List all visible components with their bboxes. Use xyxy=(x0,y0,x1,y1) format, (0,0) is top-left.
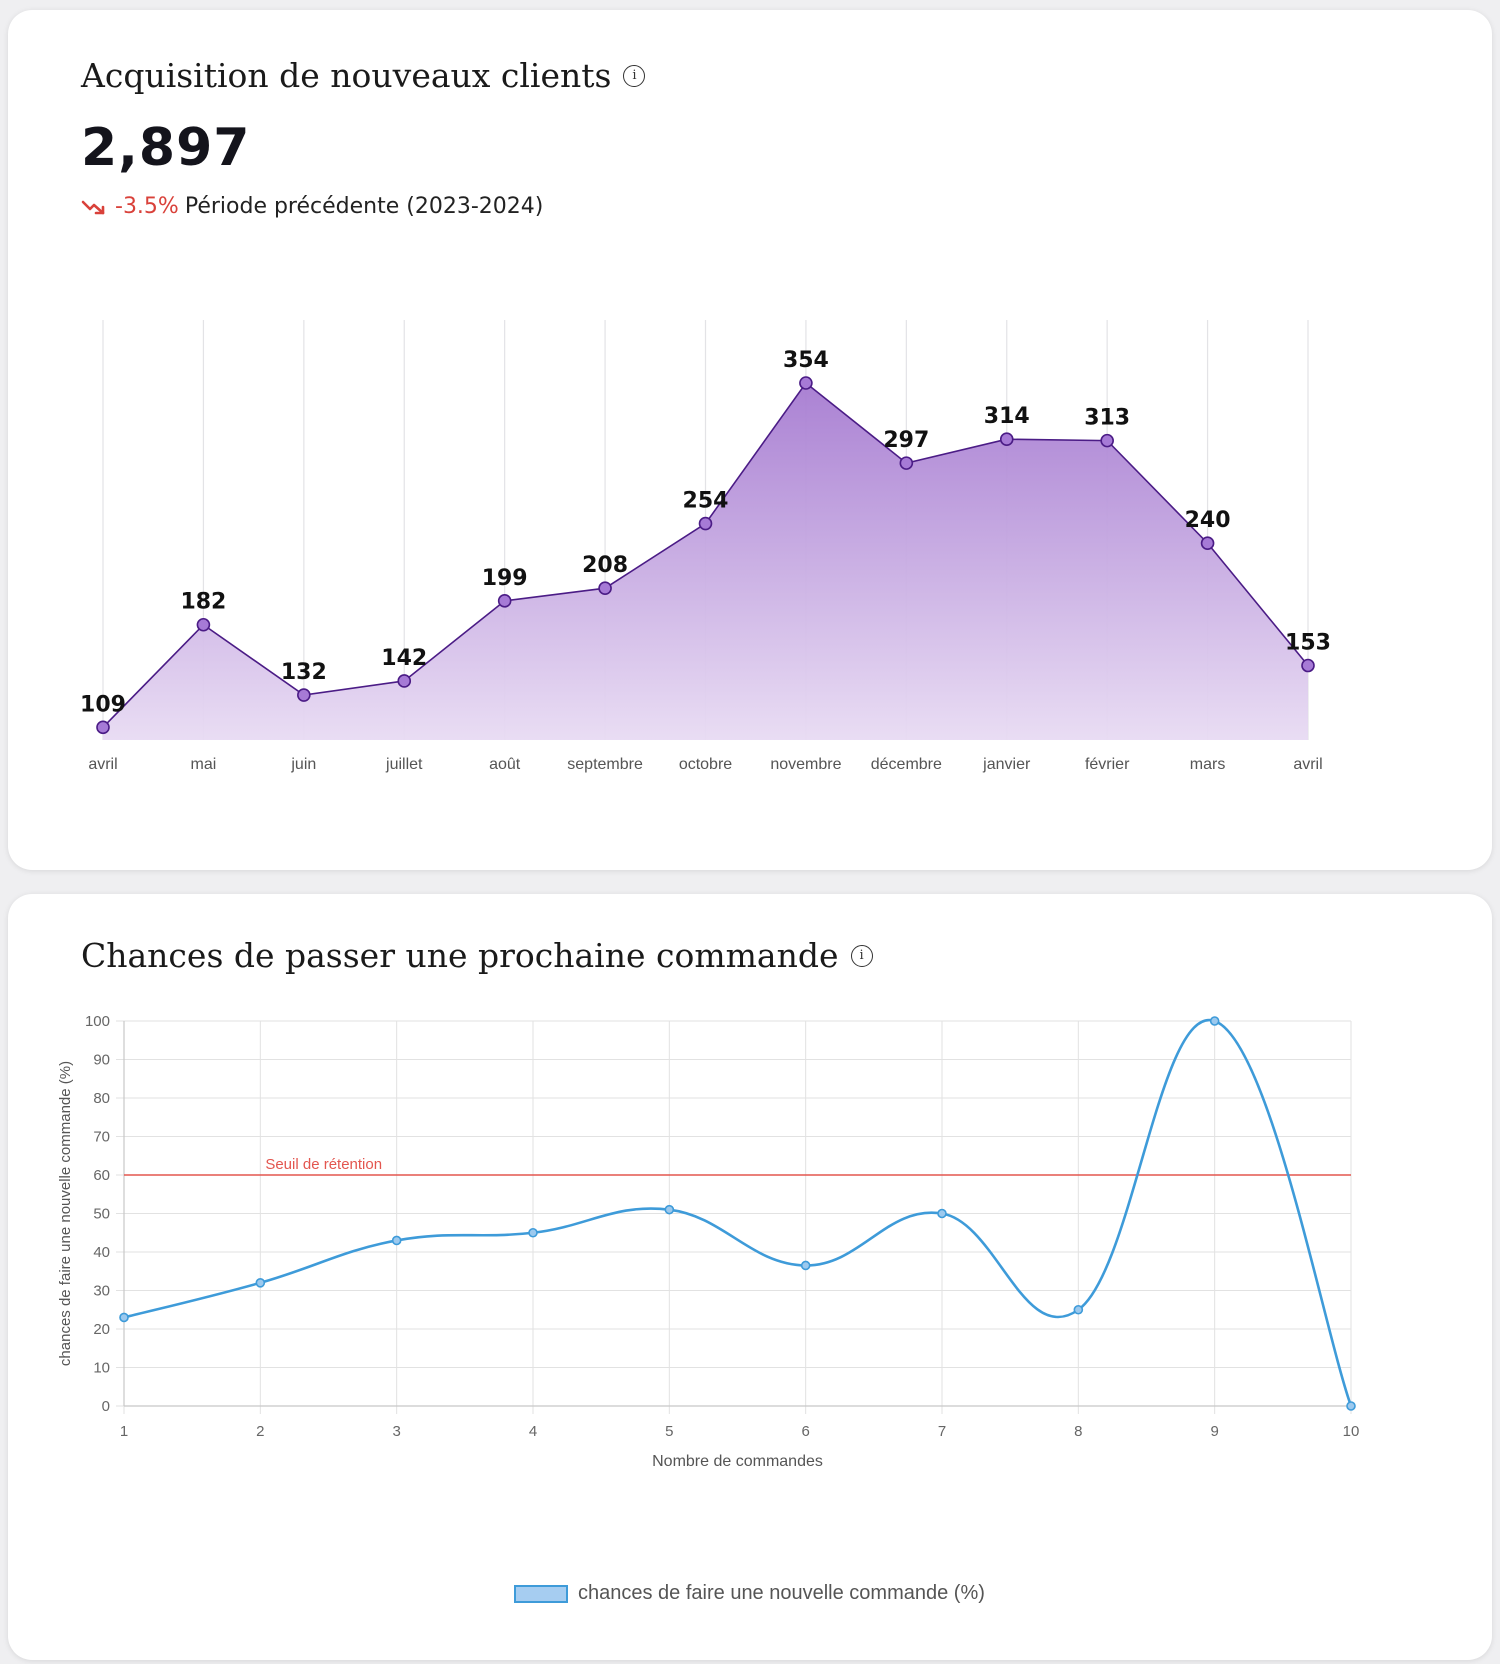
data-label: 109 xyxy=(80,692,126,717)
data-label: 208 xyxy=(582,553,628,578)
data-point xyxy=(528,1227,538,1238)
y-tick-label: 30 xyxy=(93,1283,110,1300)
data-label: 254 xyxy=(683,489,729,514)
data-point xyxy=(598,581,612,596)
acquisition-title-row: Acquisition de nouveaux clients i xyxy=(81,56,646,95)
x-tick-label: octobre xyxy=(679,756,732,773)
y-tick-label: 100 xyxy=(85,1013,110,1030)
data-point xyxy=(1346,1401,1356,1411)
y-tick-label: 50 xyxy=(93,1206,110,1223)
x-tick-label: janvier xyxy=(982,756,1031,773)
data-label: 142 xyxy=(381,646,427,671)
data-label: 240 xyxy=(1185,508,1231,533)
x-tick-label: 3 xyxy=(392,1423,400,1440)
x-tick-label: 10 xyxy=(1343,1423,1360,1440)
acquisition-chart: 109 avril 182 mai 132 juin 142 juillet 199 août 20… xyxy=(80,320,1331,773)
data-point xyxy=(1200,536,1215,551)
data-point xyxy=(297,688,311,702)
data-label: 313 xyxy=(1084,406,1130,431)
y-tick-label: 0 xyxy=(102,1398,110,1415)
data-label: 354 xyxy=(783,348,829,373)
data-point xyxy=(999,432,1014,447)
data-label: 153 xyxy=(1285,631,1331,656)
info-icon[interactable]: i xyxy=(850,944,873,967)
y-tick-label: 90 xyxy=(93,1052,110,1069)
legend-swatch xyxy=(514,1584,568,1603)
data-label: 199 xyxy=(482,566,528,591)
data-point xyxy=(119,1312,129,1323)
x-tick-label: 9 xyxy=(1210,1423,1218,1440)
data-point xyxy=(497,594,512,608)
info-icon[interactable]: i xyxy=(623,64,646,87)
data-point xyxy=(397,674,412,688)
y-tick-label: 20 xyxy=(93,1321,110,1338)
x-tick-label: août xyxy=(489,756,521,773)
chart-legend[interactable]: chances de faire une nouvelle commande (… xyxy=(514,1582,985,1605)
y-tick-label: 60 xyxy=(93,1167,110,1184)
x-tick-label: mai xyxy=(191,756,217,773)
x-tick-label: 4 xyxy=(529,1423,537,1440)
legend-label: chances de faire une nouvelle commande (… xyxy=(578,1582,985,1604)
data-point xyxy=(800,1260,811,1271)
data-point xyxy=(1209,1016,1220,1026)
data-label: 132 xyxy=(281,660,327,685)
x-tick-label: mars xyxy=(1190,756,1226,773)
acquisition-title: Acquisition de nouveaux clients xyxy=(81,56,612,95)
data-point xyxy=(664,1204,675,1215)
x-tick-label: 1 xyxy=(120,1423,128,1440)
y-axis-title: chances de faire une nouvelle commande (… xyxy=(57,1061,74,1366)
x-tick-label: juillet xyxy=(385,756,423,773)
threshold-label: Seuil de rétention xyxy=(265,1156,382,1173)
retention-title-row: Chances de passer une prochaine commande… xyxy=(81,936,873,975)
data-point xyxy=(1301,658,1315,673)
y-tick-label: 70 xyxy=(93,1129,110,1146)
y-tick-label: 80 xyxy=(93,1090,110,1107)
data-point xyxy=(899,456,914,470)
x-tick-label: 7 xyxy=(938,1423,946,1440)
x-tick-label: avril xyxy=(1293,756,1322,773)
area-fill xyxy=(103,383,1308,740)
data-label: 182 xyxy=(180,590,226,615)
x-tick-label: avril xyxy=(88,756,117,773)
x-tick-label: juin xyxy=(290,756,316,773)
acquisition-card: Acquisition de nouveaux clients i 2,897 … xyxy=(8,10,1492,870)
y-tick-label: 10 xyxy=(93,1360,110,1377)
x-tick-label: décembre xyxy=(871,756,942,773)
y-tick-label: 40 xyxy=(93,1244,110,1261)
trending-down-icon xyxy=(81,200,105,214)
x-tick-label: septembre xyxy=(567,756,643,773)
data-point xyxy=(799,376,813,390)
data-point xyxy=(1100,433,1114,448)
x-axis-title: Nombre de commandes xyxy=(652,1453,823,1470)
x-tick-label: 8 xyxy=(1074,1423,1082,1440)
retention-card: Chances de passer une prochaine commande… xyxy=(8,894,1492,1660)
data-point xyxy=(255,1277,266,1288)
retention-chart: 0 10 20 30 40 50 60 70 80 90 100 1 2 3 4 5 6 7 8 9 10 Seuil d… xyxy=(57,1013,1360,1470)
data-point xyxy=(96,720,110,735)
retention-title: Chances de passer une prochaine commande xyxy=(81,936,839,975)
acquisition-trend: -3.5% Période précédente (2023-2024) xyxy=(81,194,543,219)
x-tick-label: novembre xyxy=(770,756,841,773)
data-point xyxy=(937,1208,947,1219)
data-label: 314 xyxy=(984,404,1030,429)
x-tick-label: 2 xyxy=(256,1423,264,1440)
acquisition-total: 2,897 xyxy=(81,118,251,178)
data-point xyxy=(391,1235,402,1246)
data-point xyxy=(196,617,211,632)
series-line xyxy=(123,1018,1353,1407)
data-point xyxy=(1073,1304,1084,1315)
comparison-period: Période précédente (2023-2024) xyxy=(184,194,544,219)
x-tick-label: février xyxy=(1085,756,1130,773)
data-point xyxy=(698,516,713,531)
data-label: 297 xyxy=(883,428,929,453)
x-tick-label: 5 xyxy=(665,1423,673,1440)
x-tick-label: 6 xyxy=(801,1423,809,1440)
change-percent: -3.5% xyxy=(115,194,179,219)
